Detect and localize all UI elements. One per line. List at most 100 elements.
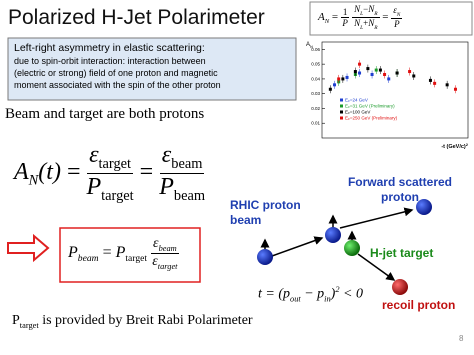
formula-main: AN(t) = εtarget Ptarget = εbeam Pbeam <box>14 142 205 205</box>
sym: = <box>382 10 389 23</box>
page-number: 8 <box>459 334 464 343</box>
legend-label: Eₚ=24 GeV <box>345 98 368 103</box>
y-tick-label: 0.02 <box>311 106 320 111</box>
sym: A <box>14 158 29 185</box>
sym: P <box>86 173 102 200</box>
footer: Ptarget is provided by Breit Rabi Polari… <box>12 313 253 330</box>
legend-swatch <box>340 104 343 108</box>
data-point <box>345 75 349 79</box>
x-label-main: -t (GeV/c) <box>441 144 466 150</box>
forward-arrow <box>339 207 414 229</box>
sym: ε <box>152 253 158 269</box>
legend-swatch <box>340 98 343 102</box>
sym: target <box>98 155 132 172</box>
plot-frame <box>321 41 469 139</box>
data-point <box>353 70 357 74</box>
data-point <box>428 78 432 82</box>
data-point <box>333 83 337 87</box>
sym: beam <box>171 155 203 172</box>
data-point <box>433 81 437 85</box>
data-point <box>378 68 382 72</box>
data-point <box>387 77 391 81</box>
forward-proton <box>416 199 432 215</box>
sym: beam <box>77 253 99 265</box>
sym: A <box>318 10 325 23</box>
x-axis-label: -t (GeV/c)2 <box>441 142 468 150</box>
y-tick-label: 0.06 <box>311 47 320 52</box>
sym: N <box>396 12 401 19</box>
red-arrow <box>7 233 50 263</box>
beam-proton <box>325 227 341 243</box>
recoil-proton-ball <box>392 279 408 295</box>
y-tick-label: 0.05 <box>311 62 320 67</box>
sym: P <box>394 19 400 30</box>
sym: ε <box>89 142 99 168</box>
sym: N <box>368 17 375 28</box>
sym: out <box>290 294 301 304</box>
legend-label: Eₚ=100 GeV <box>345 110 370 115</box>
sym: (t) <box>38 158 61 185</box>
sym: target <box>157 261 178 271</box>
y-label-sub: N <box>310 44 313 49</box>
sym: = <box>139 158 154 185</box>
sym: = <box>102 243 112 261</box>
sym: N <box>354 4 361 14</box>
beam-arrow <box>271 236 324 257</box>
data-point <box>337 77 341 81</box>
sym: − <box>363 4 369 14</box>
data-point <box>395 71 399 75</box>
data-point <box>412 74 416 78</box>
asym-box <box>7 37 297 101</box>
sym: R <box>374 10 378 17</box>
slide-title: Polarized H-Jet Polarimeter <box>8 6 265 29</box>
sym: P <box>342 17 348 28</box>
legend-swatch <box>340 110 343 114</box>
legend-label: Eₚ=250 GeV (Preliminary) <box>345 116 398 121</box>
beam-proton <box>257 249 273 265</box>
sym: 2 <box>335 285 340 294</box>
data-point <box>366 67 370 71</box>
formula-frame <box>59 227 201 283</box>
x-label-sup: 2 <box>466 142 469 147</box>
sym: ε <box>161 142 172 168</box>
data-point <box>358 71 362 75</box>
legend-swatch <box>340 116 343 120</box>
sym: target <box>101 187 134 204</box>
legend-label: Eₚ=31 GeV (Preliminary) <box>345 104 395 109</box>
sym: ε <box>393 5 397 16</box>
sym: = <box>66 158 81 185</box>
sym: t = (p <box>258 286 290 302</box>
sym: beam <box>158 243 177 253</box>
sym: target <box>125 253 148 265</box>
sym: N <box>28 172 39 189</box>
y-axis-label: AN <box>306 42 313 49</box>
sym: ε <box>153 236 159 251</box>
sym: in <box>324 294 331 304</box>
sym: = <box>331 10 339 23</box>
y-tick-label: 0.01 <box>311 121 320 126</box>
sym: P <box>12 313 20 328</box>
sym: N <box>368 4 375 14</box>
sym: R <box>374 24 378 31</box>
footer-text: is provided by Breit Rabi Polarimeter <box>38 313 253 328</box>
formula-t: t = (pout − pin)2 < 0 <box>258 285 363 303</box>
asym-text: Left-right asymmetry in elastic scatteri… <box>14 42 221 91</box>
recoil-label: recoil proton <box>382 298 456 312</box>
asym-line: due to spin-orbit interaction: interacti… <box>14 56 206 66</box>
y-label-main: A <box>306 42 310 48</box>
recoil-arrow <box>357 253 396 281</box>
sym: P <box>159 173 174 200</box>
data-point <box>445 83 449 87</box>
sym: target <box>19 320 39 330</box>
sym: P <box>68 243 78 261</box>
statement: Beam and target are both protons <box>5 106 205 122</box>
sym: N <box>354 17 361 28</box>
formula-beam: Pbeam = Ptarget εbeam εtarget <box>68 236 179 271</box>
y-tick-label: 0.04 <box>311 76 320 81</box>
asym-line: (electric or strong) field of one proton… <box>14 68 218 78</box>
asym-heading: Left-right asymmetry in elastic scatteri… <box>14 42 205 54</box>
sym: L <box>360 10 364 17</box>
